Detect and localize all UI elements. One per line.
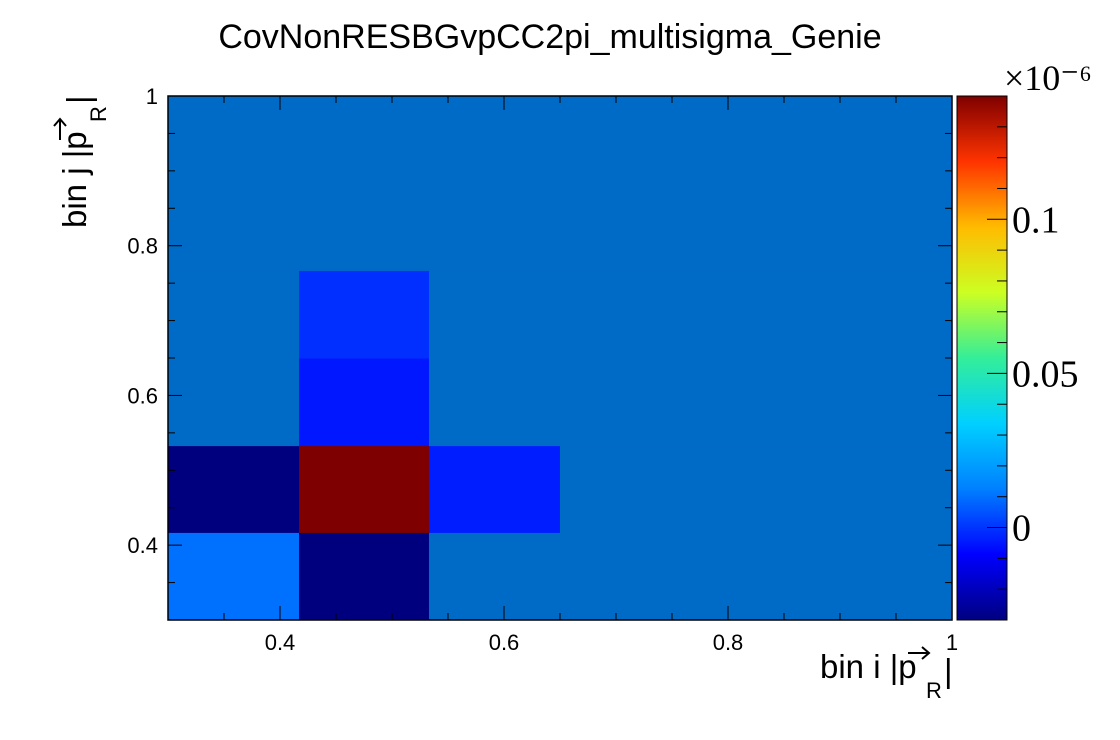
z-tick-label: 0.1 <box>1012 199 1060 241</box>
heatmap-cell <box>299 96 430 271</box>
color-scale-ticks: 0 0.05 0.1 <box>987 95 1079 621</box>
heatmap-cell <box>560 96 953 271</box>
z-tick-label: 0 <box>1012 508 1031 550</box>
heatmap-cell <box>428 96 561 271</box>
svg-text:bin j |p: bin j |p <box>56 131 93 228</box>
x-axis-ticks: 0.4 0.6 0.8 1 <box>167 96 958 655</box>
x-tick-label: 0.8 <box>713 630 744 655</box>
heatmap-cell <box>299 532 430 621</box>
svg-text:|: | <box>60 95 97 104</box>
y-tick-label: 0.8 <box>127 234 158 259</box>
y-axis-ticks: 0.4 0.6 0.8 1 <box>127 84 952 621</box>
heatmap-cells <box>168 96 953 621</box>
heatmap-cell <box>168 270 300 359</box>
x-tick-label: 1 <box>946 630 958 655</box>
heatmap-cell <box>560 532 953 621</box>
y-tick-label: 0.6 <box>127 383 158 408</box>
svg-text:R: R <box>926 678 942 703</box>
heatmap-cell <box>168 532 300 621</box>
heatmap-cell <box>428 532 561 621</box>
y-tick-label: 1 <box>146 84 158 109</box>
x-axis-label: bin i |p R | <box>820 646 953 703</box>
x-tick-label: 0.6 <box>489 630 520 655</box>
z-tick-label: 0.05 <box>1012 353 1079 395</box>
heatmap-cell <box>428 445 561 533</box>
y-axis-label: bin j |p R | <box>53 95 111 228</box>
heatmap-cell <box>560 358 953 447</box>
y-tick-label: 0.4 <box>127 533 158 558</box>
heatmap-cell <box>168 96 300 271</box>
heatmap-cell <box>428 358 561 447</box>
heatmap-cell <box>428 270 561 359</box>
heatmap-cell <box>168 445 300 533</box>
color-scale-bar <box>957 96 1007 620</box>
heatmap-cell <box>168 358 300 447</box>
chart-title: CovNonRESBGvpCC2pi_multisigma_Genie <box>218 18 881 56</box>
heatmap-cell <box>560 270 953 359</box>
heatmap-cell <box>560 445 953 533</box>
x-tick-label: 0.4 <box>265 630 296 655</box>
svg-text:bin i |p: bin i |p <box>820 648 917 685</box>
svg-text:|: | <box>944 652 953 689</box>
heatmap-cell <box>299 358 430 447</box>
color-scale-multiplier: ×10⁻⁶ <box>1004 58 1092 98</box>
heatmap-cell <box>299 445 430 533</box>
heatmap-cell <box>299 270 430 359</box>
color-scale-frame <box>956 95 1008 621</box>
svg-text:R: R <box>86 106 111 122</box>
